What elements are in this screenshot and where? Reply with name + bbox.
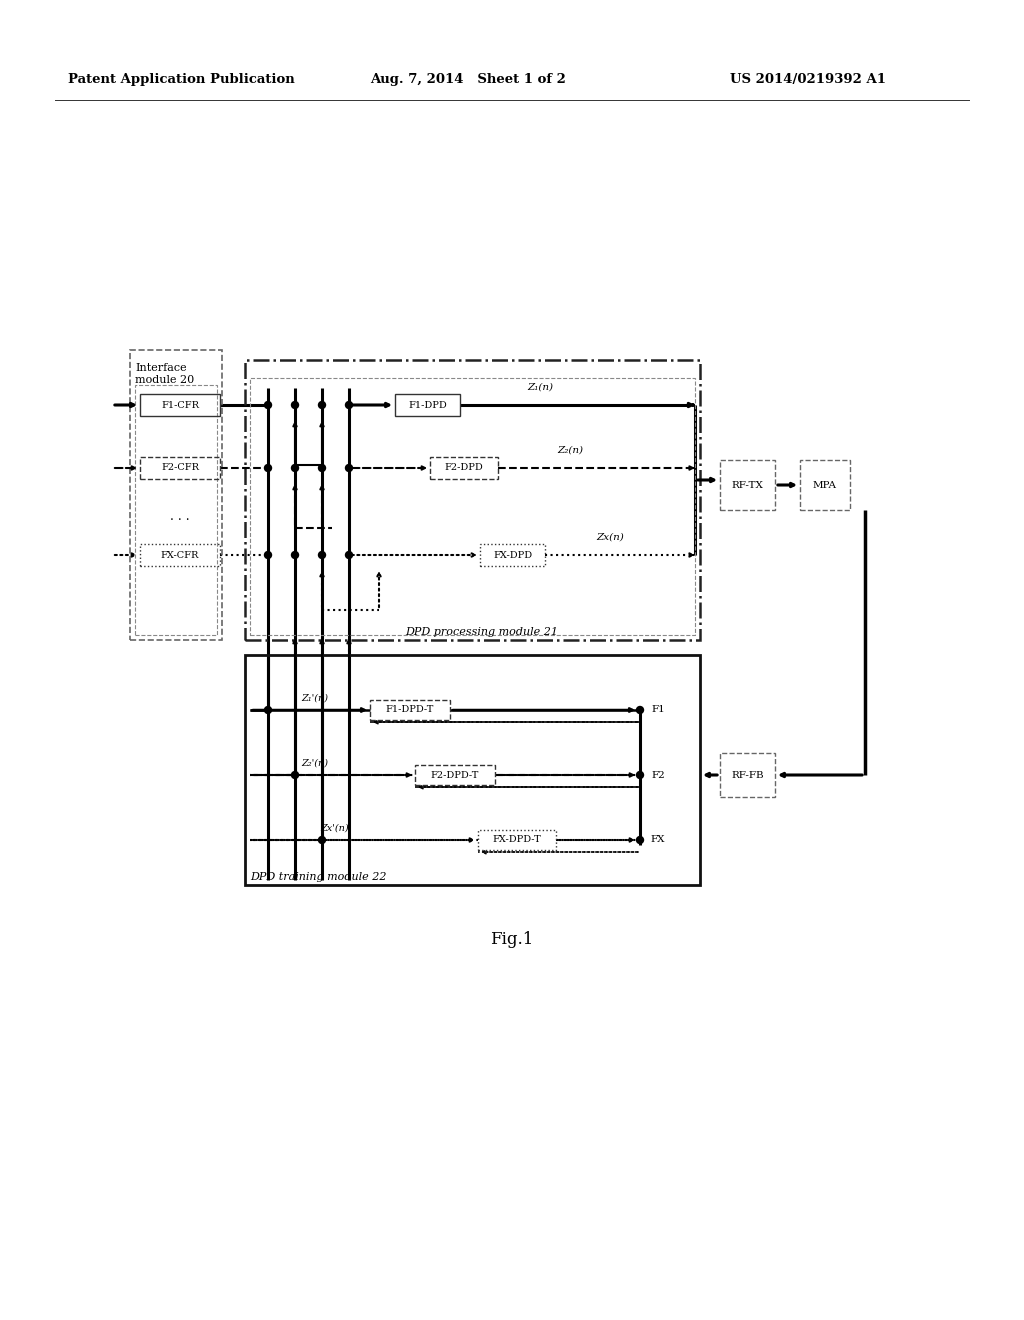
Text: Aug. 7, 2014   Sheet 1 of 2: Aug. 7, 2014 Sheet 1 of 2 (370, 74, 566, 87)
Bar (140, 544, 220, 566)
Bar (395, 393, 460, 416)
Text: FX: FX (650, 836, 666, 845)
Text: F1: F1 (651, 705, 665, 714)
Bar (130, 350, 222, 640)
Text: F1-DPD: F1-DPD (409, 400, 446, 409)
Text: Zx'(n): Zx'(n) (321, 824, 349, 833)
Bar (140, 393, 220, 416)
Bar (720, 752, 775, 797)
Circle shape (637, 771, 643, 779)
Circle shape (318, 552, 326, 558)
Bar (250, 378, 695, 635)
Text: Z₂'(n): Z₂'(n) (301, 759, 329, 767)
Text: Patent Application Publication: Patent Application Publication (68, 74, 295, 87)
Text: FX-CFR: FX-CFR (161, 550, 200, 560)
Text: F1-CFR: F1-CFR (161, 400, 199, 409)
Text: FX-DPD-T: FX-DPD-T (493, 836, 542, 845)
Text: Interface
module 20: Interface module 20 (135, 363, 195, 384)
Text: F2-DPD-T: F2-DPD-T (431, 771, 479, 780)
Circle shape (637, 706, 643, 714)
Circle shape (264, 552, 271, 558)
Bar (140, 457, 220, 479)
Circle shape (345, 465, 352, 471)
Bar (720, 459, 775, 510)
Circle shape (318, 837, 326, 843)
Text: MPA: MPA (813, 480, 837, 490)
Circle shape (292, 771, 299, 779)
Bar (800, 459, 850, 510)
Bar (245, 655, 700, 884)
Circle shape (292, 465, 299, 471)
Circle shape (264, 706, 271, 714)
Circle shape (318, 465, 326, 471)
Bar (135, 385, 217, 635)
Text: Zx(n): Zx(n) (596, 532, 624, 541)
Circle shape (264, 465, 271, 471)
Text: RF-TX: RF-TX (731, 480, 764, 490)
Bar (245, 360, 700, 640)
Circle shape (318, 401, 326, 408)
Text: F2: F2 (651, 771, 665, 780)
Circle shape (637, 837, 643, 843)
Bar (430, 457, 498, 479)
Text: Z₁(n): Z₁(n) (527, 383, 553, 392)
Text: DPD training module 22: DPD training module 22 (250, 873, 386, 882)
Text: Z₁'(n): Z₁'(n) (301, 693, 329, 702)
Circle shape (345, 552, 352, 558)
Circle shape (292, 401, 299, 408)
Circle shape (264, 401, 271, 408)
Text: RF-FB: RF-FB (731, 771, 764, 780)
Text: Z₂(n): Z₂(n) (557, 446, 583, 454)
Text: FX-DPD: FX-DPD (493, 550, 532, 560)
Bar (370, 700, 450, 719)
Circle shape (345, 401, 352, 408)
Circle shape (292, 552, 299, 558)
Bar (480, 544, 545, 566)
Bar (415, 766, 495, 785)
Text: US 2014/0219392 A1: US 2014/0219392 A1 (730, 74, 886, 87)
Text: DPD processing module 21: DPD processing module 21 (406, 627, 558, 638)
Text: Fig.1: Fig.1 (490, 932, 534, 949)
Text: F2-DPD: F2-DPD (444, 463, 483, 473)
Text: F1-DPD-T: F1-DPD-T (386, 705, 434, 714)
Text: F2-CFR: F2-CFR (161, 463, 199, 473)
Text: · · ·: · · · (170, 513, 189, 527)
Bar (478, 830, 556, 850)
